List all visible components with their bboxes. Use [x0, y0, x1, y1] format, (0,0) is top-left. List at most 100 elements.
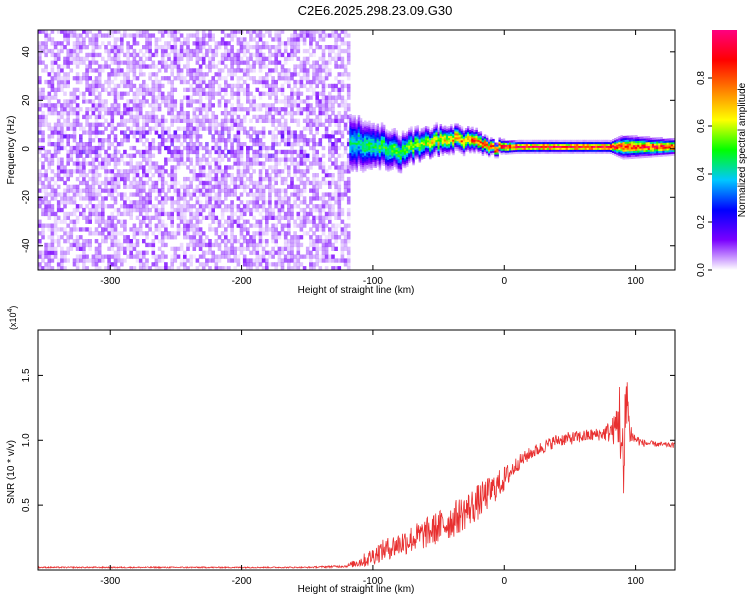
spectrogram-track-cell	[431, 137, 434, 140]
spectrogram-cell	[123, 30, 127, 34]
spectrogram-cell	[334, 184, 338, 189]
spectrogram-cell	[75, 87, 80, 92]
spectrogram-cell	[195, 134, 200, 139]
spectrogram-track-cell	[448, 129, 451, 133]
spectrogram-cell	[66, 142, 70, 147]
spectrogram-cell	[148, 188, 152, 193]
spectrogram-cell	[331, 180, 335, 186]
spectrogram-cell	[233, 239, 237, 244]
spectrogram-cell	[324, 83, 329, 89]
spectrogram-cell	[236, 161, 241, 166]
spectrogram-track-cell	[399, 139, 403, 143]
spectrogram-track-cell	[439, 126, 443, 129]
spectrogram-cell	[198, 204, 203, 209]
spectrogram-cell	[116, 242, 121, 248]
spectrogram-cell	[56, 235, 61, 240]
spectrogram-track-cell	[445, 132, 449, 135]
spectrogram-cell	[280, 266, 285, 270]
spectrogram-cell	[110, 219, 115, 224]
spectrogram-cell	[94, 122, 99, 127]
spectrogram-cell	[315, 126, 319, 131]
spectrogram-cell	[283, 223, 288, 228]
spectrogram-cell	[195, 227, 200, 232]
spectrogram-cell	[126, 45, 130, 50]
spectrogram-cell	[299, 223, 304, 228]
spectrogram-track-cell	[427, 130, 430, 133]
spectrogram-cell	[198, 145, 203, 151]
spectrogram-cell	[154, 87, 159, 92]
spectrogram-cell	[94, 126, 99, 131]
spectrogram-cell	[132, 107, 137, 112]
spectrogram-cell	[151, 242, 156, 248]
spectrogram-cell	[94, 204, 99, 209]
spectrogram-track-cell	[366, 145, 369, 148]
spectrogram-cell	[186, 145, 190, 151]
spectrogram-cell	[97, 207, 102, 213]
spectrogram-cell	[268, 87, 272, 92]
spectrogram-cell	[113, 262, 118, 267]
spectrogram-cell	[346, 153, 351, 158]
spectrogram-cell	[145, 223, 149, 228]
spectrogram-cell	[252, 169, 256, 174]
spectrogram-cell	[151, 72, 156, 77]
spectrogram-cell	[97, 211, 102, 217]
spectrogram-track-cell	[387, 159, 390, 162]
spectrogram-track-cell	[416, 142, 419, 145]
spectrogram-cell	[66, 161, 70, 166]
spectrogram-cell	[328, 33, 332, 38]
spectrogram-track-cell	[433, 142, 436, 145]
spectrogram-track-cell	[429, 143, 432, 146]
spectrogram-track-cell	[387, 146, 390, 149]
spectrogram-cell	[315, 41, 319, 46]
spectrogram-cell	[214, 227, 219, 232]
spectrogram-cell	[60, 200, 64, 205]
spectrogram-cell	[258, 161, 263, 166]
spectrogram-cell	[290, 153, 294, 158]
spectrogram-cell	[205, 173, 209, 178]
spectrogram-cell	[224, 184, 228, 189]
spectrogram-cell	[167, 188, 171, 193]
spectrogram-cell	[138, 48, 143, 54]
spectrogram-cell	[331, 176, 335, 182]
spectrogram-cell	[132, 176, 137, 182]
spectrogram-track-cell	[435, 128, 438, 131]
spectrogram-cell	[343, 107, 348, 112]
spectrogram-cell	[312, 173, 316, 178]
spectrogram-cell	[79, 246, 83, 251]
spectrogram-cell	[261, 258, 266, 263]
spectrogram-cell	[173, 30, 178, 34]
spectrogram-cell	[94, 196, 99, 201]
spectrogram-cell	[160, 126, 165, 131]
spectrogram-cell	[283, 118, 288, 123]
spectrogram-cell	[265, 111, 269, 116]
spectrogram-track-cell	[443, 148, 447, 152]
spectrogram-cell	[277, 161, 282, 166]
spectrogram-cell	[239, 45, 244, 50]
spectrogram-cell	[217, 196, 222, 201]
spectrogram-cell	[255, 266, 260, 270]
spectrogram-cell	[56, 165, 61, 170]
spectrogram-cell	[192, 126, 197, 131]
spectrogram-cell	[179, 219, 184, 224]
spectrogram-cell	[154, 184, 159, 189]
spectrogram-cell	[101, 122, 105, 127]
spectrogram-cell	[94, 37, 99, 42]
spectrogram-cell	[271, 235, 275, 240]
spectrogram-cell	[60, 122, 64, 127]
spectrogram-cell	[346, 262, 351, 267]
spectrogram-cell	[160, 207, 165, 213]
spectrogram-cell	[246, 204, 250, 209]
spectrogram-track-cell	[450, 131, 453, 135]
spectrogram-cell	[312, 37, 316, 42]
spectrogram-cell	[252, 262, 256, 267]
spectrogram-cell	[283, 153, 288, 158]
spectrogram-cell	[94, 227, 99, 232]
spectrogram-cell	[173, 48, 178, 54]
spectrogram-cell	[101, 68, 105, 73]
spectrogram-track-cell	[399, 153, 403, 156]
spectrogram-cell	[198, 68, 203, 73]
spectrogram-track-cell	[385, 142, 388, 146]
spectrogram-cell	[296, 235, 301, 240]
spectrogram-cell	[164, 235, 168, 240]
spectrogram-cell	[346, 200, 351, 205]
